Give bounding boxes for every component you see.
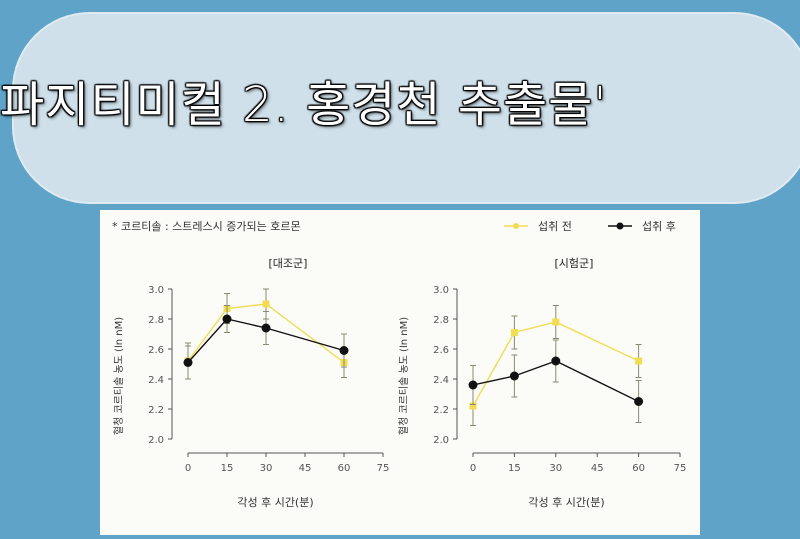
series-after-line — [187, 318, 345, 363]
figure-panel: * 코르티솔 : 스트레스시 증가되는 호르몬 섭취 전 섭취 후 [대조군] 2… — [100, 210, 700, 535]
y-tick-label: 2.6 — [148, 345, 164, 356]
x-tick-label: 75 — [674, 463, 687, 474]
y-tick-label: 2.2 — [433, 405, 449, 416]
x-tick-label: 15 — [221, 463, 234, 474]
y-axis-label: 혈청 코르티솔 농도 (ln nM) — [397, 317, 410, 435]
y-tick-label: 2.8 — [433, 315, 449, 326]
legend-before-marker — [513, 223, 519, 229]
y-tick-label: 2.6 — [433, 345, 449, 356]
title-banner — [12, 12, 800, 204]
data-point-after — [551, 356, 561, 366]
data-point-after — [509, 371, 519, 381]
x-tick-label: 0 — [185, 463, 191, 474]
data-point-before — [510, 329, 518, 336]
x-tick-label: 15 — [508, 463, 521, 474]
data-point-before — [552, 318, 560, 326]
x-axis-label: 각성 후 시간(분) — [237, 496, 313, 509]
x-axis-label: 각성 후 시간(분) — [528, 496, 604, 509]
cortisol-note: * 코르티솔 : 스트레스시 증가되는 호르몬 — [112, 220, 301, 233]
chart-title: [시험군] — [555, 257, 594, 270]
x-tick-label: 75 — [377, 463, 390, 474]
data-point-after — [222, 314, 232, 324]
y-tick-label: 2.8 — [148, 315, 164, 326]
chart-legend: 섭취 전 섭취 후 — [504, 220, 676, 233]
data-point-before — [469, 402, 477, 410]
slide-title: 파지티미컬 2. 홍경천 추출물' — [0, 77, 608, 133]
y-tick-label: 3.0 — [433, 285, 449, 296]
y-tick-label: 2.4 — [148, 375, 164, 386]
legend-before-label: 섭취 전 — [538, 220, 572, 233]
data-point-after — [634, 397, 644, 406]
test-group-chart: [시험군] 2.0 2.2 2.4 2.6 2.8 3.0 0 15 30 45 60 75 각성 후 시… — [397, 257, 686, 509]
series-after-line — [472, 360, 639, 403]
legend-after-label: 섭취 후 — [642, 220, 676, 233]
y-tick-label: 2.2 — [148, 405, 164, 416]
y-tick-label: 2.0 — [433, 435, 449, 446]
x-tick-label: 0 — [470, 463, 476, 474]
x-tick-label: 60 — [632, 463, 645, 474]
x-tick-label: 30 — [260, 463, 273, 474]
data-point-after — [261, 323, 271, 333]
data-point-after — [183, 358, 193, 367]
data-point-after — [339, 346, 349, 355]
x-tick-label: 45 — [591, 463, 604, 474]
data-point-after — [468, 380, 478, 390]
series-before-line — [472, 321, 639, 407]
y-tick-label: 2.0 — [148, 435, 164, 446]
chart-title: [대조군] — [269, 257, 308, 270]
chart-figure: * 코르티솔 : 스트레스시 증가되는 호르몬 섭취 전 섭취 후 [대조군] 2… — [112, 220, 686, 509]
x-tick-label: 45 — [299, 463, 312, 474]
legend-after-marker — [616, 222, 624, 230]
x-tick-label: 30 — [549, 463, 562, 474]
control-group-chart: [대조군] 2.0 2.2 2.4 2.6 2.8 3.0 0 15 30 45 60 75 각성 후 시… — [112, 257, 389, 509]
data-point-before — [635, 357, 643, 365]
data-point-before — [262, 300, 270, 308]
y-tick-label: 3.0 — [148, 285, 164, 296]
y-axis-label: 혈청 코르티솔 농도 (ln nM) — [112, 317, 125, 435]
x-tick-label: 60 — [338, 463, 351, 474]
series-before-line — [187, 303, 345, 364]
y-tick-label: 2.4 — [433, 375, 449, 386]
